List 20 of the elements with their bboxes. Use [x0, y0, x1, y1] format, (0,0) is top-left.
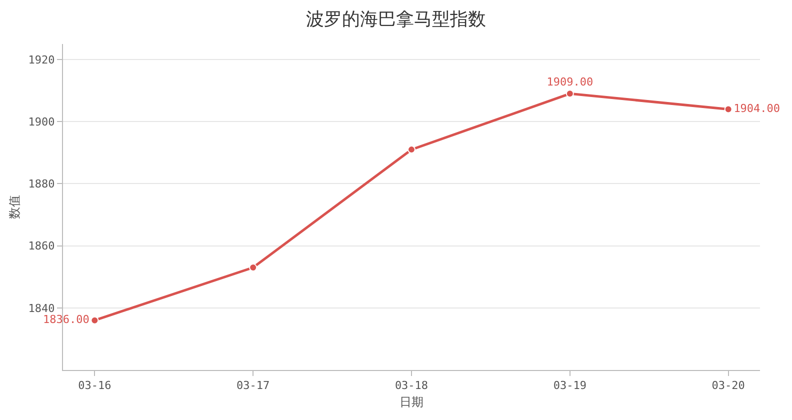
x-tick-label: 03-16 [78, 379, 112, 392]
y-tick-label: 1880 [28, 178, 55, 191]
x-tick-label: 03-18 [394, 379, 428, 392]
x-tick-label: 03-17 [236, 379, 270, 392]
data-label: 1836.00 [42, 313, 90, 326]
y-tick-label: 1840 [28, 302, 55, 315]
point [408, 146, 416, 154]
point [724, 105, 732, 114]
x-tick-label: 03-19 [553, 379, 586, 392]
point [566, 90, 574, 98]
y-tick-label: 1900 [28, 115, 55, 128]
y-tick-label: 1920 [28, 53, 55, 66]
data-label: 1909.00 [546, 76, 594, 89]
x-tick-label: 03-20 [712, 379, 745, 392]
chart-title: 波罗的海巴拿马型指数 [306, 9, 486, 30]
y-axis-title: 数值 [8, 195, 22, 219]
point [90, 316, 99, 324]
data-label: 1904.00 [734, 102, 780, 115]
x-axis-title: 日期 [400, 395, 424, 410]
y-tick-label: 1860 [28, 240, 55, 253]
